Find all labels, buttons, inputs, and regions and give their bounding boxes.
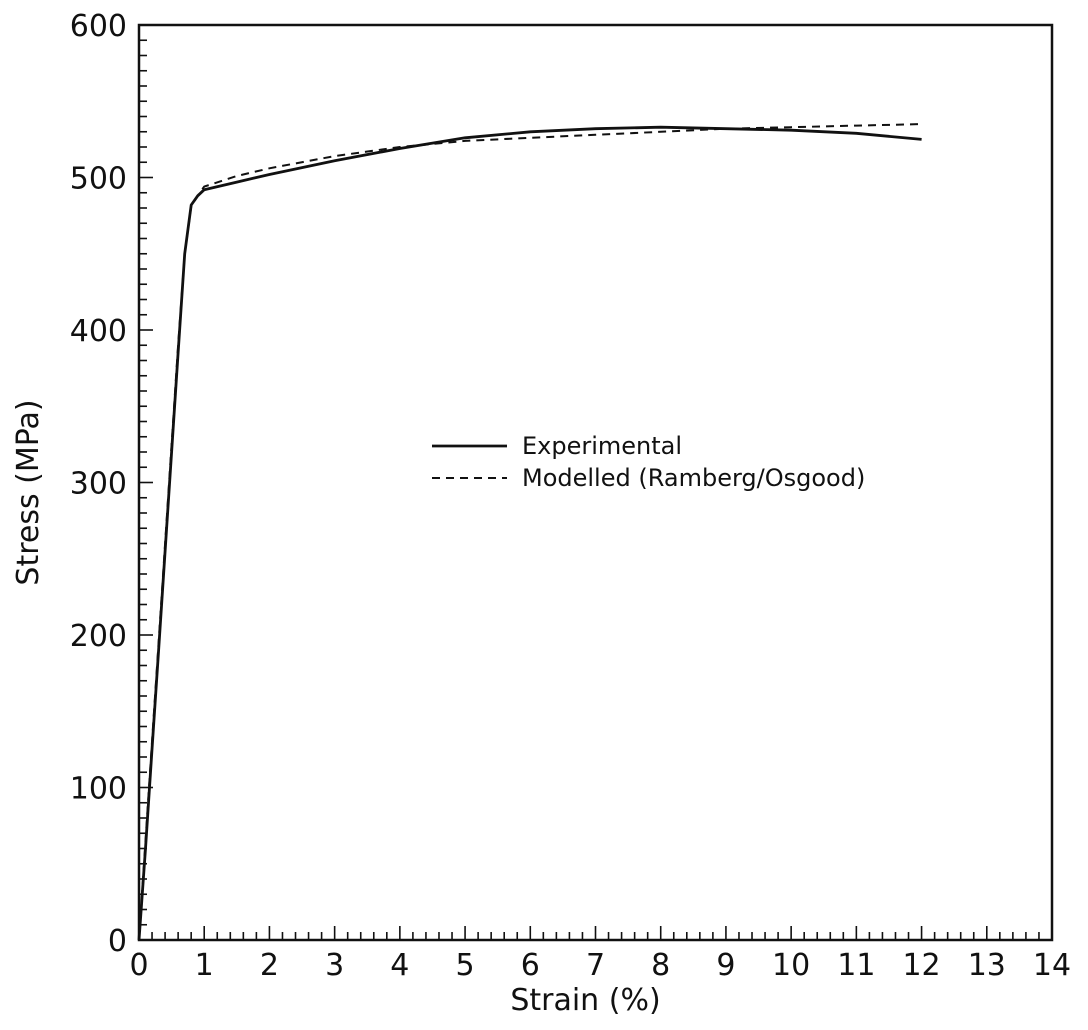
plot-frame — [137, 23, 1054, 942]
x-tick-label: 4 — [390, 948, 409, 983]
y-tick-label: 500 — [70, 162, 127, 197]
legend-label: Experimental — [522, 432, 682, 460]
x-tick-label: 1 — [195, 948, 214, 983]
y-tick-label: 100 — [70, 772, 127, 807]
x-tick-label: 6 — [521, 948, 540, 983]
x-tick-label: 8 — [651, 948, 670, 983]
series-layer — [137, 123, 922, 941]
legend-label: Modelled (Ramberg/Osgood) — [522, 464, 865, 492]
x-tick-label: 2 — [260, 948, 279, 983]
x-tick-label: 14 — [1033, 948, 1071, 983]
y-axis-ticks: 0 100 200 300 400 500 600 — [70, 9, 153, 959]
legend: Experimental Modelled (Ramberg/Osgood) — [432, 432, 865, 492]
x-tick-label: 11 — [837, 948, 875, 983]
x-tick-label: 12 — [902, 948, 940, 983]
x-tick-label: 7 — [586, 948, 605, 983]
experimental-series-line — [137, 125, 922, 941]
y-tick-label: 400 — [70, 314, 127, 349]
x-tick-label: 10 — [772, 948, 810, 983]
y-tick-label: 0 — [108, 924, 127, 959]
x-tick-label: 0 — [129, 948, 148, 983]
x-axis-ticks: 0 1 2 3 4 5 6 7 8 9 10 11 12 13 14 — [129, 926, 1071, 983]
x-tick-label: 3 — [325, 948, 344, 983]
y-tick-label: 200 — [70, 619, 127, 654]
y-axis-title: Stress (MPa) — [11, 399, 46, 585]
modelled-series-line — [138, 123, 922, 941]
x-tick-label: 9 — [716, 948, 735, 983]
y-tick-label: 300 — [70, 467, 127, 502]
y-tick-label: 600 — [70, 9, 127, 44]
x-tick-label: 13 — [968, 948, 1006, 983]
x-axis-title: Strain (%) — [510, 983, 660, 1018]
x-tick-label: 5 — [456, 948, 475, 983]
